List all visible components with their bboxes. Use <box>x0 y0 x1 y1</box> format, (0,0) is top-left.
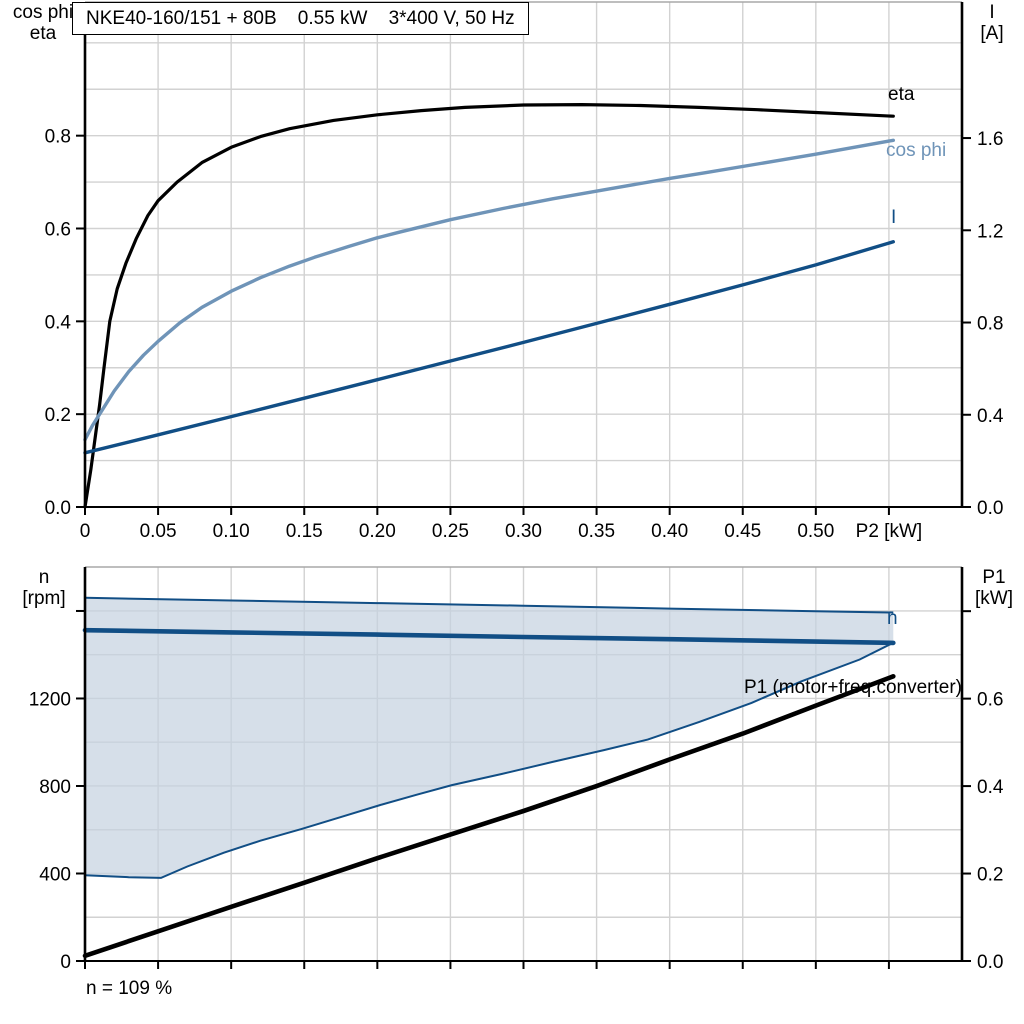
series-eta <box>83 102 895 509</box>
tick-label-left: 0.2 <box>45 405 71 426</box>
series-speed-envelope-fill <box>85 597 894 878</box>
tick-label-left: 400 <box>39 864 71 885</box>
tick-label-right: 0.8 <box>977 314 1003 335</box>
tick-label-bottom: 0.25 <box>432 521 469 542</box>
tick-label-right: 0.2 <box>977 865 1003 886</box>
tick-label-right: 0.0 <box>977 498 1003 519</box>
tick-label-right: 0.4 <box>977 406 1004 427</box>
tick-label-bottom: 0.05 <box>140 521 177 542</box>
tick-label-left: 1200 <box>29 689 71 710</box>
series-speed-envelope-min <box>84 641 894 879</box>
tick-label-left: 0 <box>60 952 71 973</box>
series-speed-envelope-max <box>84 596 894 614</box>
tick-label-left: 0.4 <box>45 312 72 333</box>
chart-1: 0 400 800 1200 0.0 0.2 0.4 0.6 <box>29 566 1004 973</box>
tick-label-bottom: 0.10 <box>213 521 250 542</box>
series-cos-phi <box>83 138 895 442</box>
top-left-axis-title: cos phi eta <box>12 2 74 44</box>
tick-label-bottom: 0.40 <box>651 521 688 542</box>
curve-label-speed: n <box>887 608 898 629</box>
tick-label-left: 0.0 <box>45 498 71 519</box>
tick-label-bottom: 0.30 <box>505 521 542 542</box>
tick-label-bottom: 0.45 <box>724 521 761 542</box>
chart-0: 0.0 0.2 0.4 0.6 0.8 0.0 0.4 0.8 1.2 1.6 0 0.05 0.10 0… <box>45 1 1004 542</box>
curve-label-cos-phi: cos phi <box>886 140 947 161</box>
chart-title-box: NKE40-160/151 + 80B 0.55 kW 3*400 V, 50 … <box>72 2 529 35</box>
tick-label-bottom: P2 [kW] <box>856 521 923 542</box>
series-speed <box>82 627 896 646</box>
tick-label-left: 0.6 <box>45 220 71 241</box>
curve-label-current: I <box>891 207 897 228</box>
bottom-right-axis-title: P1 [kW] <box>975 567 1013 609</box>
tick-label-bottom: 0.15 <box>286 521 323 542</box>
series-p1-motor-freq-converter <box>82 673 896 959</box>
tick-label-left: 800 <box>39 777 71 798</box>
tick-label-right: 0.0 <box>977 952 1003 973</box>
tick-label-right: 0.6 <box>977 690 1003 711</box>
tick-label-left: 0.8 <box>45 127 71 148</box>
curve-label-eta: eta <box>888 84 915 105</box>
tick-label-right: 1.2 <box>977 221 1003 242</box>
tick-label-right: 0.4 <box>977 777 1004 798</box>
series-current <box>83 240 895 455</box>
tick-label-bottom: 0.20 <box>359 521 396 542</box>
curve-label-p1: P1 (motor+freq.converter) <box>743 677 962 698</box>
tick-label-bottom: 0.50 <box>797 521 834 542</box>
tick-label-right: 1.6 <box>977 129 1003 150</box>
tick-label-bottom: 0.35 <box>578 521 615 542</box>
top-right-axis-title: I [A] <box>980 2 1004 44</box>
speed-footnote: n = 109 % <box>86 978 173 999</box>
tick-label-bottom: 0 <box>80 521 91 542</box>
bottom-left-axis-title: n [rpm] <box>22 567 66 609</box>
